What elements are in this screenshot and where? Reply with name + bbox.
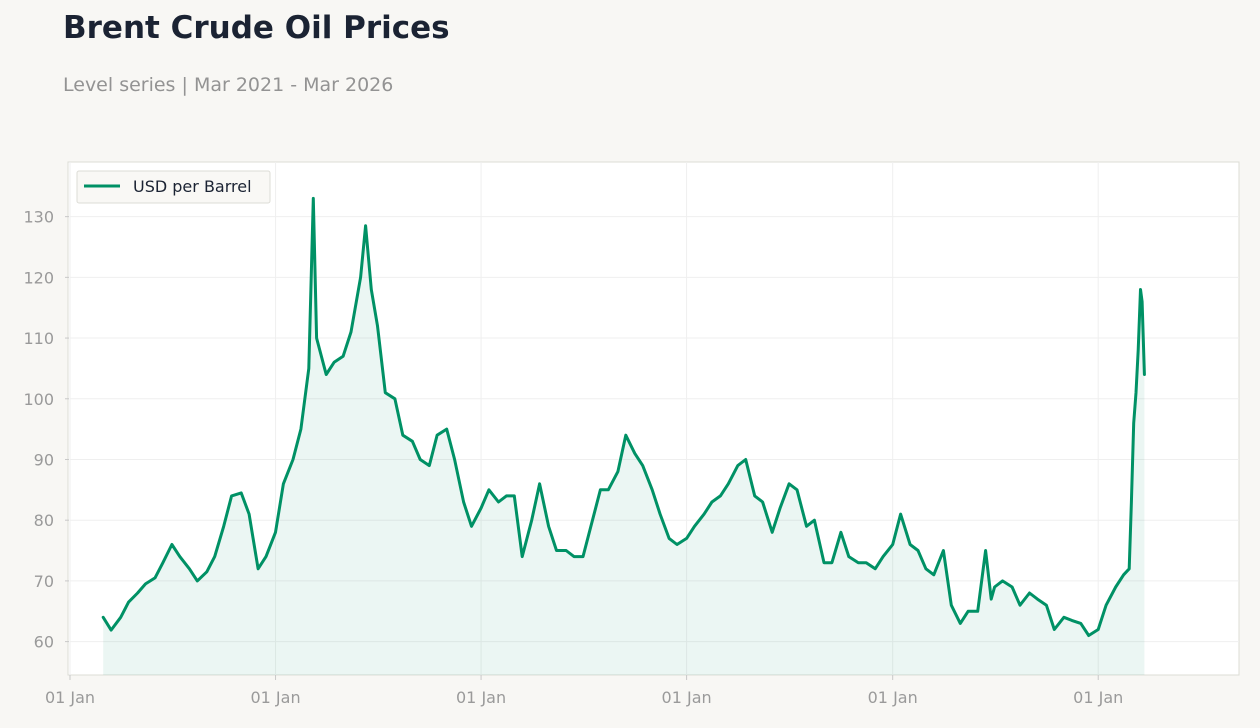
y-tick-label: 60 [34,633,54,652]
line-layer [101,196,1146,637]
legend: USD per Barrel [76,170,271,204]
series-line [101,196,1146,637]
x-tick-label: 01 Jan [868,688,918,707]
y-tick-label: 110 [23,329,54,348]
x-tick-label: 01 Jan [45,688,95,707]
gridlines [69,162,1239,675]
x-axis-ticks: 01 Jan 01 Jan 01 Jan 01 Jan 01 Jan 01 Jan [45,675,1123,707]
legend-box [76,170,271,204]
y-axis-ticks: 60 70 80 90 100 110 120 130 [23,208,69,652]
y-tick-label: 90 [34,450,54,469]
x-tick-label: 01 Jan [456,688,506,707]
y-tick-label: 120 [23,268,54,287]
legend-label: USD per Barrel [133,177,252,196]
chart-title: Brent Crude Oil Prices [63,10,450,46]
chart-subtitle: Level series | Mar 2021 - Mar 2026 [63,74,394,96]
plot-area [67,161,1240,676]
y-tick-label: 130 [23,208,54,227]
y-tick-label: 100 [23,390,54,409]
x-tick-label: 01 Jan [250,688,300,707]
x-tick-label: 01 Jan [1073,688,1123,707]
x-tick-label: 01 Jan [662,688,712,707]
y-tick-label: 70 [34,572,54,591]
y-tick-label: 80 [34,511,54,530]
